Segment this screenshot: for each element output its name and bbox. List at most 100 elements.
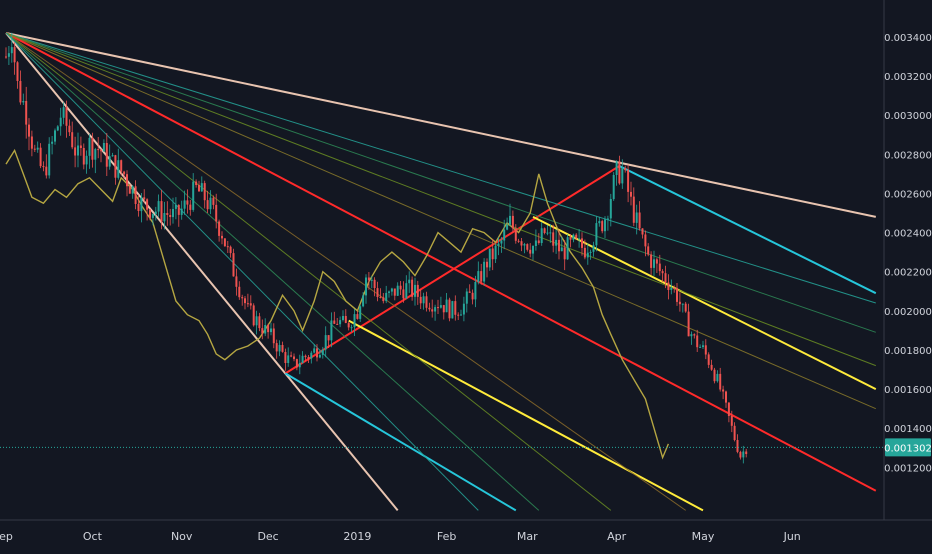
candle-body xyxy=(693,334,696,336)
candle-body xyxy=(318,354,321,358)
last-price-badge xyxy=(885,438,931,457)
candle-body xyxy=(638,212,641,229)
candle-body xyxy=(5,56,7,58)
fan-line-8[interactable] xyxy=(5,32,876,304)
trendline-line-3[interactable] xyxy=(284,165,620,375)
price-tick-label: 0.002400 xyxy=(884,229,932,240)
trendline-line-0[interactable] xyxy=(5,32,877,218)
candle-body xyxy=(62,107,65,118)
candle-body xyxy=(244,298,246,304)
candle-body xyxy=(376,288,379,297)
trendline-line-6[interactable] xyxy=(532,216,877,390)
candle-body xyxy=(131,186,134,194)
candle-body xyxy=(172,209,174,218)
candle-body xyxy=(532,246,534,254)
candle-body xyxy=(583,247,586,258)
fan-line-12[interactable] xyxy=(5,32,686,511)
candle-body xyxy=(333,320,336,324)
price-tick-label: 0.001600 xyxy=(884,385,932,396)
candle-body xyxy=(33,148,36,150)
time-axis-panel[interactable] xyxy=(0,520,932,550)
candle-body xyxy=(546,232,549,234)
candle-body xyxy=(28,124,30,137)
candle-body xyxy=(416,284,419,297)
candle-body xyxy=(589,251,592,253)
time-tick-label: 2019 xyxy=(343,530,371,543)
fan-line-13[interactable] xyxy=(5,32,612,511)
fan-line-15[interactable] xyxy=(5,32,479,511)
candle-body xyxy=(143,197,146,200)
candle-body xyxy=(275,343,278,352)
candle-body xyxy=(465,291,468,304)
time-tick-label: Jun xyxy=(783,530,801,543)
candle-body xyxy=(108,156,111,167)
candle-body xyxy=(238,286,241,298)
price-axis-panel[interactable] xyxy=(884,0,932,550)
candle-body xyxy=(267,325,270,333)
candle-body xyxy=(520,241,523,246)
candle-body xyxy=(246,303,249,305)
price-tick-label: 0.001200 xyxy=(884,463,932,474)
candle-body xyxy=(678,301,681,305)
candle-body xyxy=(494,245,497,260)
candle-body xyxy=(163,213,166,222)
candle-body xyxy=(647,246,650,255)
candle-body xyxy=(97,149,100,151)
fan-line-11[interactable] xyxy=(5,32,876,410)
candle-body xyxy=(149,209,151,218)
candle-body xyxy=(578,238,581,240)
candle-body xyxy=(215,204,218,222)
candle-body xyxy=(36,147,39,150)
candle-body xyxy=(310,352,313,359)
candle-body xyxy=(304,355,307,358)
candle-body xyxy=(134,186,137,204)
candle-body xyxy=(615,161,618,175)
trendline-line-1[interactable] xyxy=(5,32,399,512)
candle-body xyxy=(460,314,462,316)
candle-body xyxy=(235,276,238,287)
candle-body xyxy=(59,117,62,127)
candle-body xyxy=(25,101,28,125)
candle-body xyxy=(543,228,546,233)
candle-body xyxy=(690,334,693,337)
candle-body xyxy=(255,316,258,326)
candle-body xyxy=(54,130,56,142)
candle-body xyxy=(373,279,376,288)
trendline-line-4[interactable] xyxy=(618,165,877,295)
candle-body xyxy=(399,285,402,290)
trendline-line-2[interactable] xyxy=(5,32,877,492)
trendline-line-7[interactable] xyxy=(348,319,704,512)
candle-body xyxy=(563,247,566,260)
candle-body xyxy=(422,296,425,304)
candle-body xyxy=(356,314,359,319)
candle-body xyxy=(727,402,730,416)
candle-body xyxy=(71,132,74,148)
candle-body xyxy=(198,185,200,192)
candle-body xyxy=(655,259,658,264)
time-tick-label: Dec xyxy=(257,530,278,543)
candle-body xyxy=(480,271,483,282)
fan-line-10[interactable] xyxy=(5,32,876,367)
candle-body xyxy=(411,279,414,297)
candle-body xyxy=(431,309,434,312)
candle-body xyxy=(151,213,154,218)
candle-body xyxy=(650,254,653,268)
candle-body xyxy=(448,299,451,319)
candle-body xyxy=(128,186,131,194)
fan-line-14[interactable] xyxy=(5,32,540,511)
trendline-line-5[interactable] xyxy=(284,372,517,512)
candle-body xyxy=(425,296,428,308)
candle-body xyxy=(514,228,517,241)
time-tick-label: ep xyxy=(0,530,13,543)
candle-body xyxy=(284,352,287,363)
candle-body xyxy=(146,199,149,210)
fan-line-9[interactable] xyxy=(5,32,876,333)
candle-body xyxy=(258,316,261,329)
candle-body xyxy=(51,141,54,144)
candle-body xyxy=(272,328,275,344)
candle-body xyxy=(684,303,687,312)
candle-body xyxy=(218,221,221,236)
candle-body xyxy=(100,150,102,152)
candle-body xyxy=(19,81,22,103)
